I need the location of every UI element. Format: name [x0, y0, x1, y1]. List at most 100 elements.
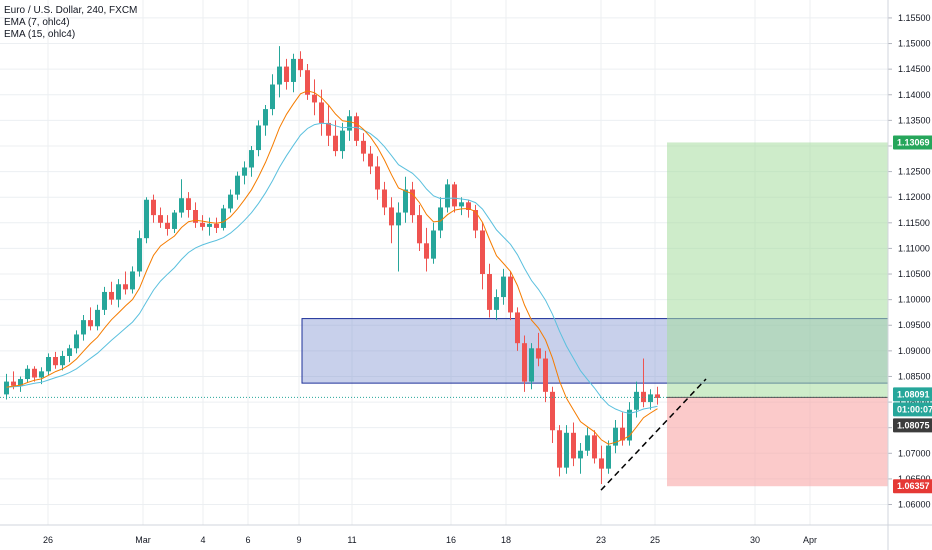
- candle-body: [95, 309, 100, 327]
- target-price-badge: 1.13069: [897, 137, 930, 147]
- candle-body: [529, 348, 534, 382]
- current-price-badge-bg: [893, 387, 932, 402]
- y-tick-label: 1.12500: [898, 167, 931, 177]
- candle-body: [522, 343, 527, 382]
- candle-body: [53, 357, 58, 366]
- current-price-badge: 1.08091: [897, 389, 930, 399]
- candle-body: [60, 355, 65, 366]
- candle-body: [627, 409, 632, 441]
- candle-body: [648, 394, 653, 403]
- price-axis[interactable]: 1.15500 1.15000 1.14500 1.14000 1.13500 1.130…: [887, 0, 931, 550]
- candle-body: [445, 184, 450, 208]
- ema15-line: [6, 122, 658, 414]
- candle-body: [578, 450, 583, 459]
- y-tick-label: 1.06000: [898, 500, 931, 510]
- candle-body: [319, 102, 324, 123]
- candle-body: [298, 58, 303, 71]
- candle-body: [585, 435, 590, 451]
- candle-body: [284, 66, 289, 82]
- ema15-label: EMA (15, ohlc4): [4, 29, 76, 40]
- candle-body: [536, 348, 541, 359]
- x-tick-label: 26: [43, 535, 53, 545]
- candle-body: [291, 58, 296, 82]
- candle-body: [130, 271, 135, 290]
- candle-body: [494, 297, 499, 310]
- ema7-line: [6, 90, 658, 445]
- candle-body: [305, 70, 310, 95]
- candle-body: [599, 458, 604, 469]
- target-price-badge-bg: [893, 135, 932, 150]
- candle-body: [249, 150, 254, 168]
- candle-body: [242, 167, 247, 176]
- candle-body: [179, 198, 184, 213]
- y-tick-label: 1.09500: [898, 320, 931, 330]
- candle-body: [25, 368, 30, 380]
- time-axis[interactable]: 26 Mar 4 6 9 11 16 18 23 25 30 Apr: [0, 524, 932, 545]
- candle-body: [144, 199, 149, 239]
- candle-body: [606, 445, 611, 469]
- candle-body: [410, 189, 415, 216]
- x-tick-label: 9: [296, 535, 301, 545]
- x-tick-label: 4: [200, 535, 205, 545]
- candle-body: [165, 222, 170, 229]
- entry-price-badge-bg: [893, 418, 932, 433]
- candle-body: [88, 320, 93, 327]
- candle-body: [137, 238, 142, 272]
- x-tick-label: 30: [750, 535, 760, 545]
- candle-body: [487, 274, 492, 310]
- candle-body: [256, 125, 261, 151]
- candle-body: [312, 94, 317, 103]
- symbol-title: Euro / U.S. Dollar, 240, FXCM: [4, 5, 138, 16]
- candle-body: [613, 427, 618, 446]
- candle-body: [620, 427, 625, 441]
- candle-body: [270, 84, 275, 110]
- y-tick-label: 1.08500: [898, 371, 931, 381]
- candle-body: [571, 432, 576, 459]
- ema7-label: EMA (7, ohlc4): [4, 17, 70, 28]
- candle-body: [543, 358, 548, 392]
- candle-body: [39, 371, 44, 378]
- candle-body: [186, 198, 191, 210]
- candle-body: [277, 66, 282, 85]
- y-tick-label: 1.13500: [898, 115, 931, 125]
- stop-price-badge-bg: [893, 479, 932, 494]
- y-tick-label: 1.12000: [898, 192, 931, 202]
- x-tick-label: 6: [245, 535, 250, 545]
- candle-body: [431, 230, 436, 259]
- x-tick-label: 25: [650, 535, 660, 545]
- trade-zones: [301, 142, 889, 487]
- candle-body: [347, 116, 352, 131]
- y-tick-label: 1.11000: [898, 243, 930, 253]
- candle-body: [158, 215, 163, 223]
- candle-body: [18, 379, 23, 386]
- candle-body: [172, 212, 177, 229]
- candle-body: [214, 223, 219, 228]
- candle-body: [641, 391, 646, 403]
- stop-price-badge: 1.06357: [897, 481, 930, 491]
- candle-body: [403, 189, 408, 213]
- candle-body: [508, 276, 513, 313]
- candle-body: [396, 212, 401, 226]
- candle-body: [11, 381, 16, 386]
- y-tick-label: 1.15000: [898, 39, 931, 49]
- candle-body: [382, 189, 387, 208]
- candle-body: [417, 215, 422, 244]
- y-tick-label: 1.10000: [898, 295, 931, 305]
- candle-body: [123, 284, 128, 290]
- candle-body: [634, 391, 639, 410]
- candle-body: [116, 284, 121, 300]
- overlays: [0, 378, 888, 491]
- candle-body: [515, 312, 520, 344]
- candle-body: [466, 202, 471, 210]
- candle-body: [438, 207, 443, 231]
- trendline: [600, 378, 707, 491]
- x-tick-label: Apr: [803, 535, 817, 545]
- candle-body: [228, 194, 233, 209]
- candle-body: [550, 391, 555, 431]
- candle-body: [655, 394, 660, 398]
- candle-body: [459, 202, 464, 207]
- price-badges: 1.13069 1.08091 01:00:07 1.08075 1.06357: [893, 135, 932, 494]
- candle-body: [200, 222, 205, 227]
- candle-body: [151, 199, 156, 216]
